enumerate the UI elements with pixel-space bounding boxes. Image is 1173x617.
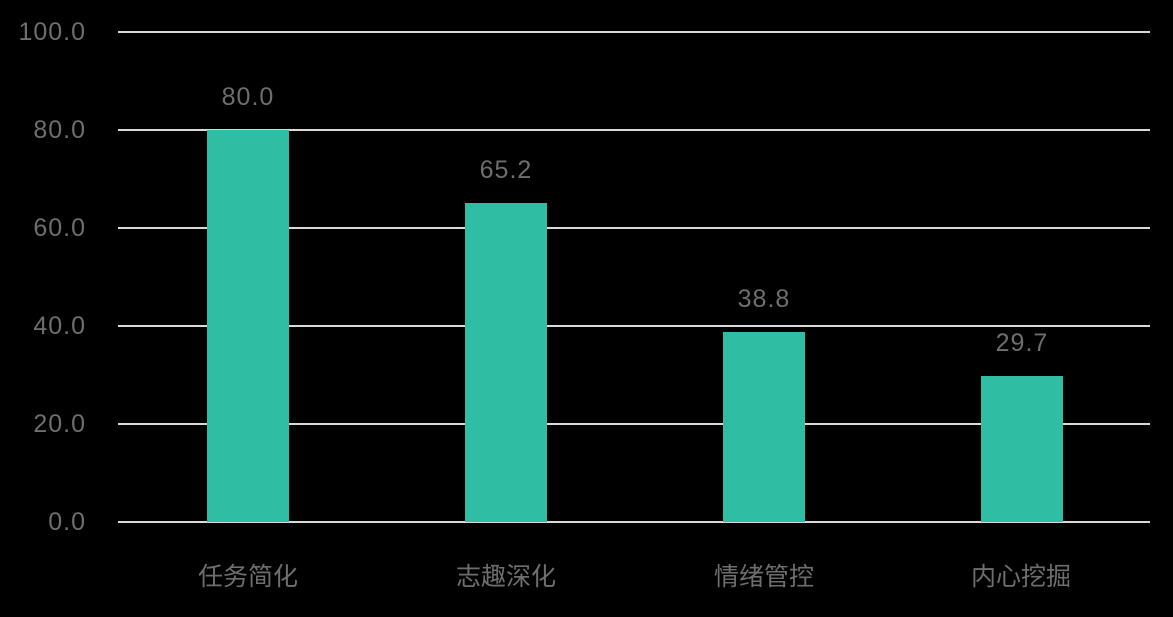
bar-value-label: 80.0 <box>221 83 275 111</box>
bar-group: 65.2 <box>465 155 547 522</box>
bar-group: 80.0 <box>207 82 289 522</box>
y-tick-label: 40.0 <box>33 312 86 340</box>
bar-value-label: 38.8 <box>737 285 791 313</box>
gridline <box>118 227 1150 229</box>
bar-group: 38.8 <box>723 284 805 522</box>
y-tick-label: 60.0 <box>33 214 86 242</box>
bar <box>207 130 289 522</box>
gridline <box>118 521 1150 523</box>
y-tick-label: 80.0 <box>33 116 86 144</box>
bar <box>465 203 547 522</box>
bar-value-label: 65.2 <box>479 156 533 184</box>
gridline <box>118 325 1150 327</box>
y-tick-label: 20.0 <box>33 410 86 438</box>
gridline <box>118 129 1150 131</box>
x-category-label: 志趣深化 <box>455 563 556 591</box>
bar-value-label: 29.7 <box>995 329 1049 357</box>
x-category-label: 内心挖掘 <box>970 563 1071 591</box>
y-tick-label: 100.0 <box>18 18 86 46</box>
gridline <box>118 31 1150 33</box>
plot-area: 80.0 65.2 38.8 29.7 <box>118 32 1150 522</box>
bar <box>981 376 1063 522</box>
x-category-label: 任务简化 <box>197 563 298 591</box>
x-category-label: 情绪管控 <box>713 563 814 591</box>
bar-group: 29.7 <box>981 328 1063 522</box>
bar <box>723 332 805 522</box>
gridline <box>118 423 1150 425</box>
y-tick-label: 0.0 <box>48 508 86 536</box>
